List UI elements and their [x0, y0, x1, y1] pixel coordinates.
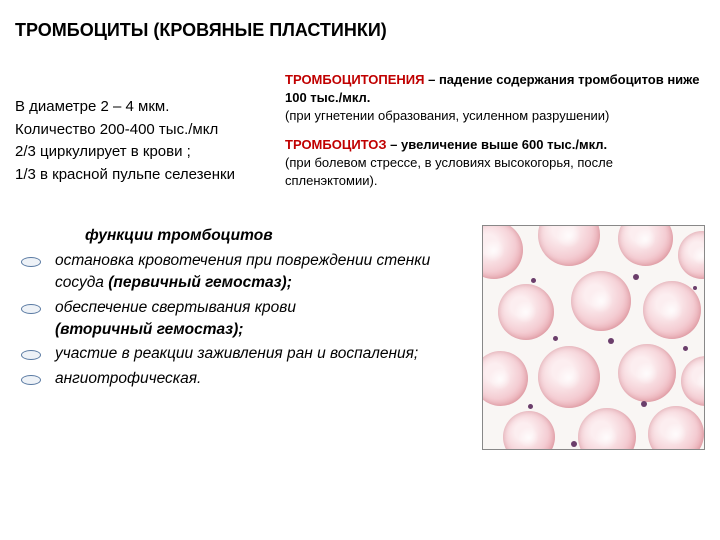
platelet: [641, 401, 647, 407]
erythrocyte: [498, 284, 554, 340]
content-row: функции тромбоцитов остановка кровотечен…: [15, 225, 705, 450]
top-row: В диаметре 2 – 4 мкм. Количество 200-400…: [15, 71, 705, 200]
list-item: обеспечение свертывания крови (вторичный…: [55, 297, 472, 342]
erythrocyte: [482, 225, 523, 279]
functions-block: функции тромбоцитов остановка кровотечен…: [15, 225, 472, 450]
term-note: (при угнетении образования, усиленном ра…: [285, 108, 609, 123]
characteristics-block: В диаметре 2 – 4 мкм. Количество 200-400…: [15, 71, 265, 200]
erythrocyte: [678, 231, 705, 279]
term-desc: – увеличение выше 600 тыс./мкл.: [387, 137, 608, 152]
char-line: 1/3 в красной пульпе селезенки: [15, 164, 265, 187]
functions-list: остановка кровотечения при повреждении с…: [15, 250, 472, 391]
platelet: [531, 278, 536, 283]
terms-block: ТРОМБОЦИТОПЕНИЯ – падение содержания тро…: [285, 71, 705, 200]
list-item: остановка кровотечения при повреждении с…: [55, 250, 472, 295]
char-line: Количество 200-400 тыс./мкл: [15, 119, 265, 142]
erythrocyte: [648, 406, 704, 450]
erythrocyte: [618, 344, 676, 402]
item-text: обеспечение свертывания крови: [55, 299, 296, 316]
erythrocyte: [538, 225, 600, 266]
list-item: ангиотрофическая.: [55, 368, 472, 390]
item-bold: (вторичный гемостаз);: [55, 321, 243, 338]
erythrocyte: [643, 281, 701, 339]
erythrocyte: [571, 271, 631, 331]
functions-title: функции тромбоцитов: [15, 225, 472, 247]
platelet: [693, 286, 697, 290]
term-thrombocytopenia: ТРОМБОЦИТОПЕНИЯ – падение содержания тро…: [285, 71, 705, 126]
term-name: ТРОМБОЦИТОЗ: [285, 137, 387, 152]
erythrocyte: [618, 225, 673, 266]
list-item: участие в реакции заживления ран и воспа…: [55, 343, 472, 365]
platelet: [608, 338, 614, 344]
platelet: [553, 336, 558, 341]
erythrocyte: [538, 346, 600, 408]
platelet: [571, 441, 577, 447]
platelet: [683, 346, 688, 351]
micrograph-image: [482, 225, 705, 450]
term-thrombocytosis: ТРОМБОЦИТОЗ – увеличение выше 600 тыс./м…: [285, 136, 705, 191]
erythrocyte: [681, 356, 705, 406]
platelet: [633, 274, 639, 280]
erythrocyte: [503, 411, 555, 450]
char-line: В диаметре 2 – 4 мкм.: [15, 96, 265, 119]
erythrocyte: [578, 408, 636, 450]
term-name: ТРОМБОЦИТОПЕНИЯ: [285, 72, 425, 87]
platelet: [528, 404, 533, 409]
erythrocyte: [482, 351, 528, 406]
term-note: (при болевом стрессе, в условиях высоког…: [285, 155, 613, 188]
char-line: 2/3 циркулирует в крови ;: [15, 141, 265, 164]
slide-title: ТРОМБОЦИТЫ (КРОВЯНЫЕ ПЛАСТИНКИ): [15, 20, 705, 41]
item-bold: (первичный гемостаз);: [108, 274, 292, 291]
